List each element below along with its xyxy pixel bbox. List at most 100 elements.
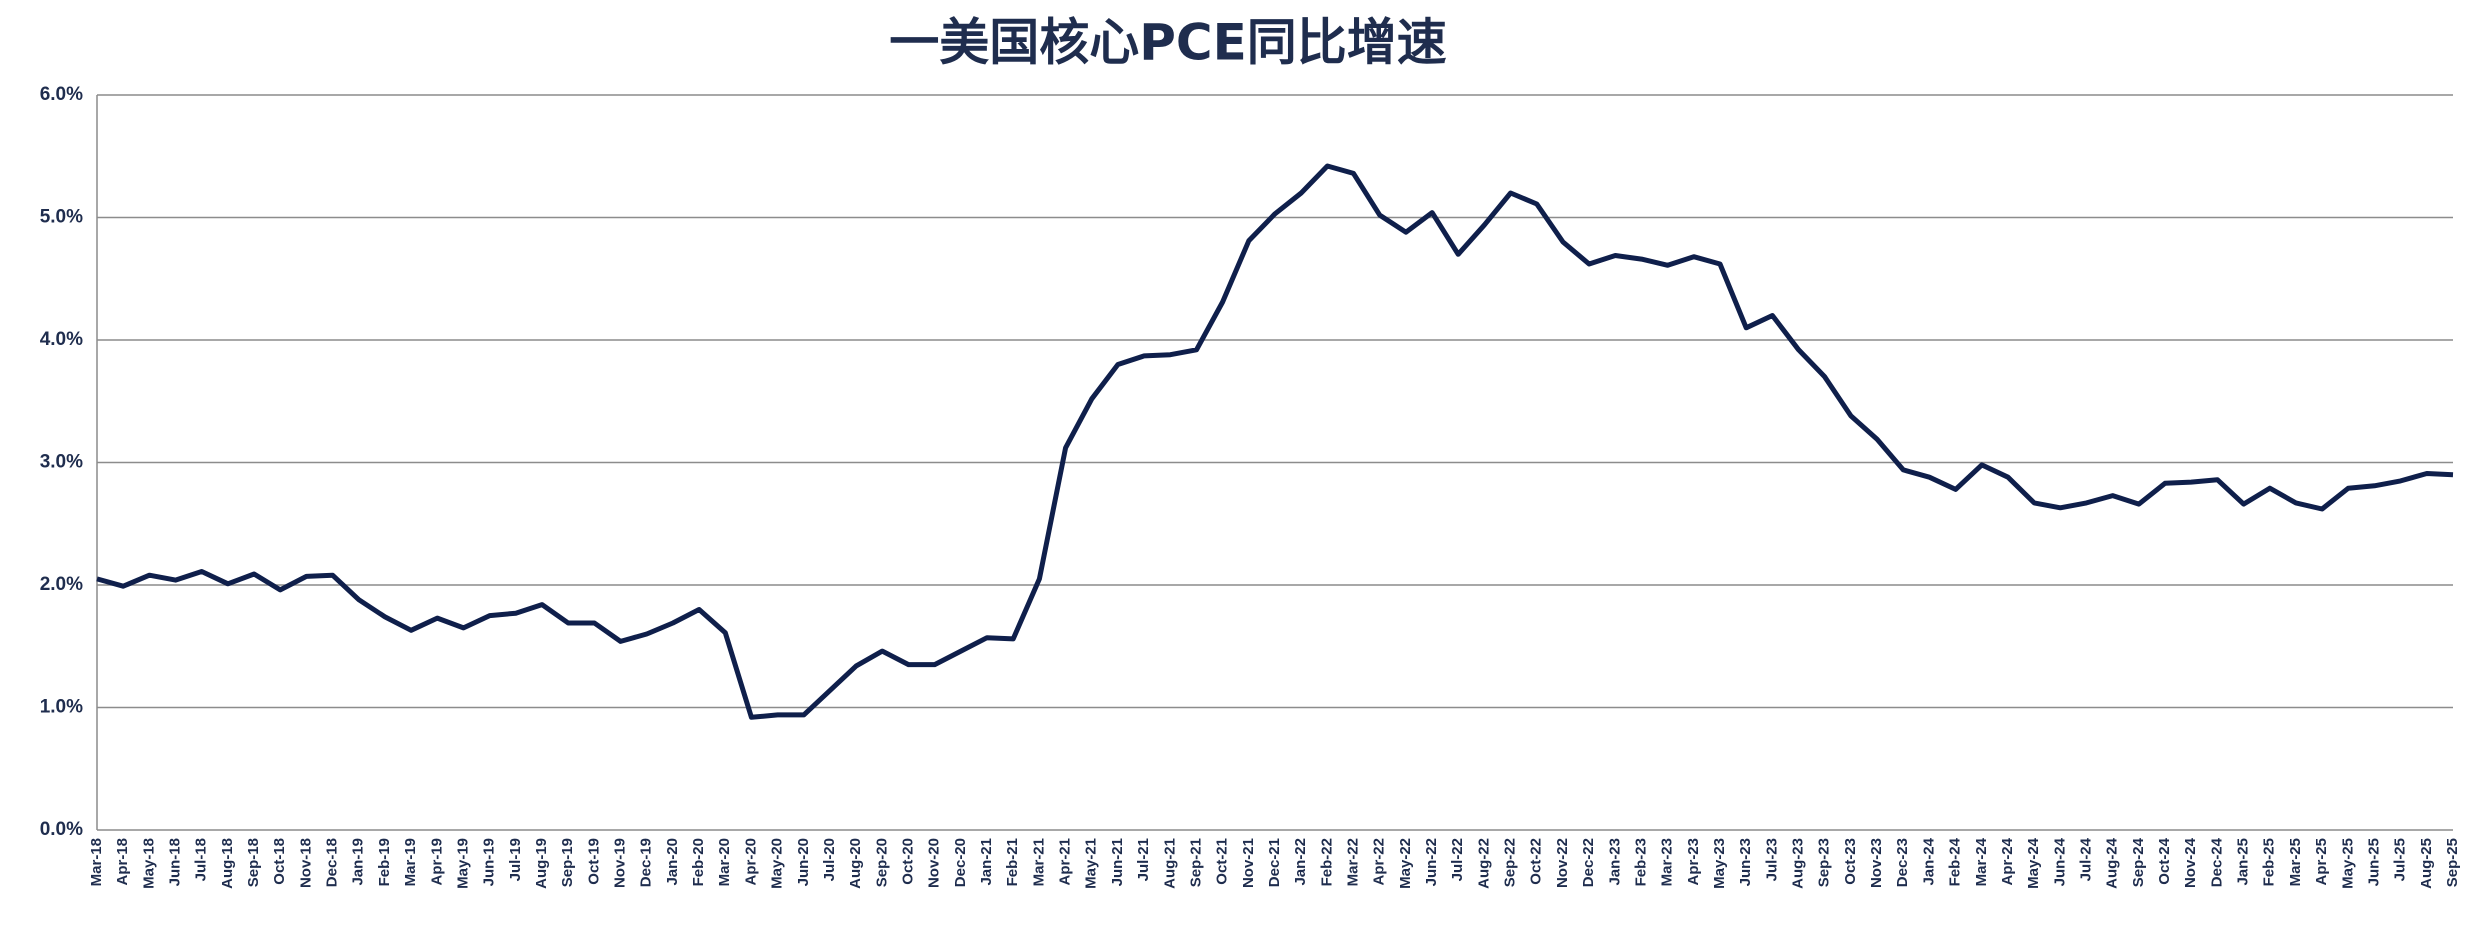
x-tick-label: Apr-18 (114, 838, 131, 886)
x-tick-label: Oct-24 (2156, 837, 2173, 884)
x-tick-label: Feb-19 (376, 838, 393, 886)
x-tick-label: Jun-25 (2365, 838, 2382, 886)
x-tick-label: May-18 (140, 838, 157, 889)
x-tick-label: Aug-20 (847, 838, 864, 889)
x-tick-label: Nov-20 (926, 838, 943, 888)
x-tick-label: May-19 (454, 838, 471, 889)
x-tick-label: Jul-21 (1135, 838, 1152, 881)
x-tick-label: Oct-21 (1214, 838, 1231, 885)
x-tick-label: Aug-23 (1790, 838, 1807, 889)
x-tick-label: Nov-23 (1868, 838, 1885, 888)
x-tick-label: Feb-23 (1632, 838, 1649, 886)
x-tick-label: Aug-19 (533, 838, 550, 889)
x-tick-label: Aug-25 (2418, 838, 2435, 889)
x-tick-label: Nov-19 (612, 838, 629, 888)
x-tick-label: Mar-21 (1030, 838, 1047, 886)
y-tick-label: 2.0% (40, 574, 83, 595)
y-tick-label: 6.0% (40, 84, 83, 105)
x-tick-label: Jun-23 (1737, 838, 1754, 886)
x-tick-label: Mar-22 (1345, 838, 1362, 886)
x-tick-label: Sep-20 (873, 838, 890, 887)
x-tick-label: Oct-18 (271, 838, 288, 885)
x-tick-label: May-25 (2339, 838, 2356, 889)
x-tick-label: Aug-18 (219, 838, 236, 889)
x-tick-label: Sep-25 (2444, 838, 2461, 887)
x-tick-label: Feb-20 (690, 838, 707, 886)
chart-title: 一美国核心PCE同比增速 (889, 14, 1447, 72)
x-tick-label: Dec-22 (1580, 838, 1597, 887)
x-tick-label: Jun-20 (795, 838, 812, 886)
x-tick-label: May-24 (2025, 837, 2042, 889)
x-tick-label: Jul-20 (821, 838, 838, 881)
x-tick-label: Jun-18 (167, 838, 184, 886)
x-tick-label: Jan-21 (978, 838, 995, 886)
x-tick-label: Mar-18 (88, 838, 105, 886)
x-tick-label: Aug-22 (1475, 838, 1492, 889)
x-tick-label: Oct-23 (1842, 838, 1859, 885)
x-tick-label: Jun-24 (2051, 837, 2068, 886)
x-tick-label: Dec-23 (1894, 838, 1911, 887)
x-tick-label: Jul-19 (507, 838, 524, 881)
x-tick-label: Aug-24 (2104, 837, 2121, 888)
x-tick-label: Mar-19 (402, 838, 419, 886)
x-tick-label: Oct-19 (585, 838, 602, 885)
x-tick-label: Dec-18 (324, 838, 341, 887)
x-tick-label: Nov-18 (297, 838, 314, 888)
x-tick-label: Oct-20 (899, 838, 916, 885)
x-tick-label: Nov-24 (2182, 837, 2199, 888)
x-tick-label: Mar-25 (2287, 838, 2304, 886)
x-tick-label: Apr-24 (1999, 837, 2016, 885)
x-tick-label: Jan-25 (2235, 838, 2252, 886)
x-tick-label: Sep-21 (1187, 838, 1204, 887)
x-tick-label: Jul-23 (1763, 838, 1780, 881)
x-tick-label: Feb-25 (2261, 838, 2278, 886)
x-tick-label: Jan-20 (664, 838, 681, 886)
x-tick-label: Jul-24 (2077, 837, 2094, 881)
line-series (96, 163, 2454, 720)
y-tick-label: 5.0% (40, 207, 83, 228)
x-tick-label: Apr-25 (2313, 838, 2330, 886)
x-tick-label: Sep-18 (245, 838, 262, 887)
x-tick-label: Jan-22 (1292, 838, 1309, 886)
x-tick-label: Feb-24 (1947, 837, 1964, 886)
x-tick-label: Aug-21 (1161, 838, 1178, 889)
x-tick-label: Dec-24 (2208, 837, 2225, 887)
y-tick-label: 4.0% (40, 329, 83, 350)
y-tick-label: 0.0% (40, 819, 83, 840)
x-tick-label: Jun-21 (1109, 838, 1126, 886)
x-tick-label: Mar-20 (716, 838, 733, 886)
x-tick-label: Dec-21 (1266, 838, 1283, 887)
x-tick-label: May-20 (769, 838, 786, 889)
x-tick-label: Jul-22 (1449, 838, 1466, 881)
x-tick-label: Dec-19 (638, 838, 655, 887)
x-tick-label: Feb-22 (1318, 838, 1335, 886)
x-tick-label: Jan-23 (1606, 838, 1623, 886)
x-tick-label: Jan-19 (350, 838, 367, 886)
x-tick-label: Mar-23 (1659, 838, 1676, 886)
x-tick-label: May-23 (1711, 838, 1728, 889)
x-tick-label: Jun-19 (481, 838, 498, 886)
x-tick-label: Nov-21 (1240, 838, 1257, 888)
x-tick-label: Jan-24 (1920, 837, 1937, 885)
x-tick-label: Apr-19 (428, 838, 445, 886)
x-tick-label: Sep-23 (1816, 838, 1833, 887)
x-tick-label: Apr-22 (1371, 838, 1388, 886)
x-tick-label: Sep-24 (2130, 837, 2147, 887)
x-tick-label: Feb-21 (1004, 838, 1021, 886)
x-tick-label: Jun-22 (1423, 838, 1440, 886)
x-tick-label: Oct-22 (1528, 838, 1545, 885)
x-tick-label: Nov-22 (1554, 838, 1571, 888)
x-tick-label: Apr-21 (1057, 838, 1074, 886)
y-tick-label: 1.0% (40, 697, 83, 718)
x-tick-label: Jul-25 (2392, 838, 2409, 881)
x-tick-label: Sep-22 (1502, 838, 1519, 887)
y-tick-label: 3.0% (40, 452, 83, 473)
x-tick-label: Jul-18 (193, 838, 210, 881)
x-tick-label: Apr-23 (1685, 838, 1702, 886)
x-tick-label: Mar-24 (1973, 837, 1990, 886)
x-tick-label: May-21 (1083, 838, 1100, 889)
x-tick-label: Dec-20 (952, 838, 969, 887)
x-tick-label: Sep-19 (559, 838, 576, 887)
